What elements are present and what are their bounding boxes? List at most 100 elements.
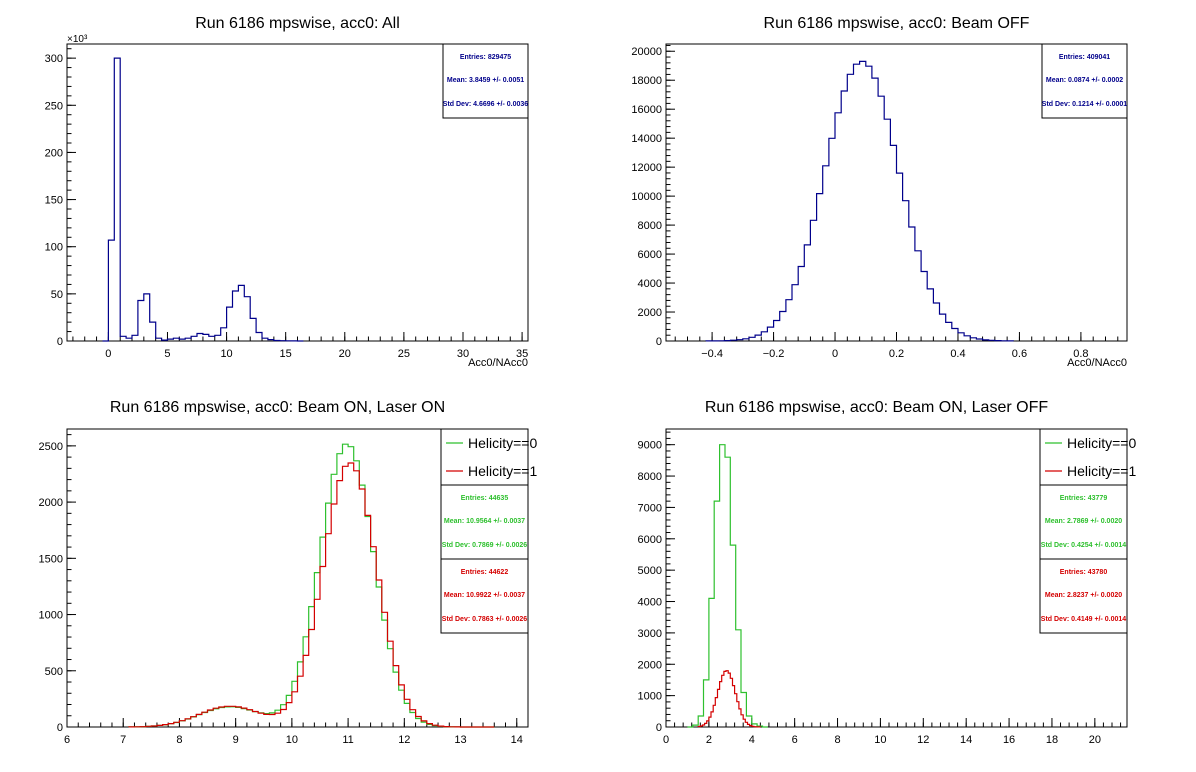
legend-label: Helicity==1 xyxy=(1067,463,1136,479)
y-tick-label: 16000 xyxy=(631,104,662,116)
x-tick-label: 20 xyxy=(339,348,351,360)
y-tick-label: 2000 xyxy=(638,307,662,319)
stats-mean: Mean: 3.8459 +/- 0.0051 xyxy=(447,77,524,84)
y-tick-label: 2000 xyxy=(638,659,662,671)
y-tick-label: 14000 xyxy=(631,133,662,145)
stats-box xyxy=(1041,43,1128,119)
histogram-series-1 xyxy=(102,57,304,342)
x-tick-label: 12 xyxy=(917,734,929,746)
y-tick-label: 10000 xyxy=(631,191,662,203)
histogram-series-1 xyxy=(128,443,495,728)
y-tick-label: 2000 xyxy=(39,497,63,509)
y-multiplier-label: ×10³ xyxy=(67,34,88,45)
y-tick-label: 3000 xyxy=(638,628,662,640)
y-tick-label: 9000 xyxy=(638,440,662,452)
x-tick-label: 16 xyxy=(1003,734,1015,746)
stats-entries: Entries: 829475 xyxy=(460,54,511,61)
stats-box xyxy=(442,43,529,119)
x-tick-label: 14 xyxy=(511,734,523,746)
x-tick-label: 4 xyxy=(749,734,755,746)
stats-mean: Mean: 10.9564 +/- 0.0037 xyxy=(444,518,525,525)
histogram-series-1 xyxy=(687,444,768,728)
x-tick-label: 7 xyxy=(120,734,126,746)
histogram-panel-1: Run 6186 mpswise, acc0: All 0 5 10 15 20 25 30 3… xyxy=(45,15,529,369)
stats-std: Std Dev: 0.4254 +/- 0.0014 xyxy=(1041,542,1127,549)
x-tick-label: 6 xyxy=(792,734,798,746)
histogram-series-2 xyxy=(128,462,495,728)
x-tick-label: 2 xyxy=(706,734,712,746)
x-tick-label: 10 xyxy=(286,734,298,746)
y-tick-label: 1000 xyxy=(39,610,63,622)
panel-title: Run 6186 mpswise, acc0: Beam ON, Laser O… xyxy=(110,399,445,416)
x-tick-label: 0.2 xyxy=(889,348,904,360)
y-tick-label: 50 xyxy=(51,289,63,301)
x-tick-label: 14 xyxy=(960,734,972,746)
x-tick-label: 11 xyxy=(342,734,353,746)
stats-std: Std Dev: 0.7869 +/- 0.0026 xyxy=(442,542,528,549)
y-tick-label: 7000 xyxy=(638,502,662,514)
y-tick-label: 1500 xyxy=(39,553,63,565)
legend-label: Helicity==0 xyxy=(468,435,537,451)
stats-box xyxy=(440,558,529,634)
histogram-panel-3: Run 6186 mpswise, acc0: Beam ON, Laser O… xyxy=(39,399,538,746)
x-tick-label: −0.2 xyxy=(763,348,785,360)
y-tick-label: 4000 xyxy=(638,278,662,290)
x-tick-label: 0.8 xyxy=(1073,348,1088,360)
y-tick-label: 0 xyxy=(57,336,63,348)
y-tick-label: 200 xyxy=(45,147,63,159)
stats-box xyxy=(440,484,529,560)
histogram-series-2 xyxy=(697,670,761,728)
y-tick-label: 250 xyxy=(45,100,63,112)
stats-mean: Mean: 2.7869 +/- 0.0020 xyxy=(1045,518,1122,525)
stats-box xyxy=(1039,484,1128,560)
y-tick-label: 2500 xyxy=(39,441,63,453)
x-tick-label: 0 xyxy=(105,348,111,360)
stats-entries: Entries: 43780 xyxy=(1060,569,1108,576)
y-tick-label: 8000 xyxy=(638,471,662,483)
histogram-series-1 xyxy=(705,60,1014,342)
stats-std: Std Dev: 4.6696 +/- 0.0036 xyxy=(443,101,529,108)
y-tick-label: 20000 xyxy=(631,46,662,58)
x-tick-label: 25 xyxy=(398,348,410,360)
x-tick-label: 13 xyxy=(454,734,466,746)
x-tick-label: 8 xyxy=(176,734,182,746)
y-tick-label: 1000 xyxy=(638,691,662,703)
stats-std: Std Dev: 0.7863 +/- 0.0026 xyxy=(442,616,528,623)
x-axis-label: Acc0/NAcc0 xyxy=(468,357,528,369)
x-tick-label: 0.4 xyxy=(950,348,965,360)
x-tick-label: 0 xyxy=(663,734,669,746)
panel-title: Run 6186 mpswise, acc0: All xyxy=(195,15,400,32)
legend-box xyxy=(1039,428,1128,486)
legend-label: Helicity==1 xyxy=(468,463,537,479)
x-tick-label: 12 xyxy=(398,734,410,746)
legend-label: Helicity==0 xyxy=(1067,435,1136,451)
y-tick-label: 300 xyxy=(45,53,63,65)
x-tick-label: 0 xyxy=(832,348,838,360)
x-tick-label: 9 xyxy=(233,734,239,746)
x-axis-label: Acc0/NAcc0 xyxy=(1067,357,1127,369)
stats-entries: Entries: 409041 xyxy=(1059,54,1110,61)
y-tick-label: 5000 xyxy=(638,565,662,577)
y-tick-label: 500 xyxy=(45,666,63,678)
y-tick-label: 18000 xyxy=(631,75,662,87)
stats-mean: Mean: 0.0874 +/- 0.0002 xyxy=(1046,77,1123,84)
x-tick-label: 6 xyxy=(64,734,70,746)
x-tick-label: −0.4 xyxy=(701,348,723,360)
histogram-panel-2: Run 6186 mpswise, acc0: Beam OFF −0.4 −0.2… xyxy=(631,15,1128,369)
x-tick-label: 8 xyxy=(834,734,840,746)
x-tick-label: 0.6 xyxy=(1012,348,1027,360)
y-tick-label: 6000 xyxy=(638,249,662,261)
y-tick-label: 0 xyxy=(57,722,63,734)
y-tick-label: 4000 xyxy=(638,597,662,609)
x-tick-label: 20 xyxy=(1089,734,1101,746)
y-tick-label: 6000 xyxy=(638,534,662,546)
y-tick-label: 150 xyxy=(45,195,63,207)
y-tick-label: 0 xyxy=(656,722,662,734)
x-tick-label: 30 xyxy=(457,348,469,360)
x-tick-label: 35 xyxy=(516,348,528,360)
stats-mean: Mean: 10.9922 +/- 0.0037 xyxy=(444,592,525,599)
legend-box xyxy=(440,428,529,486)
x-tick-label: 15 xyxy=(280,348,292,360)
stats-entries: Entries: 43779 xyxy=(1060,495,1108,502)
